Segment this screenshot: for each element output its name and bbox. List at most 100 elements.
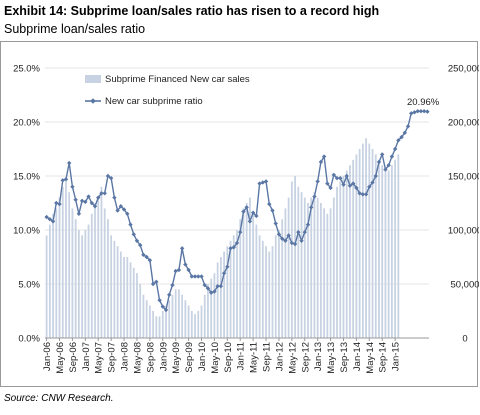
line-point: [115, 208, 120, 213]
line-point: [186, 267, 191, 273]
line-point: [170, 282, 175, 288]
line-point: [76, 211, 82, 216]
bar: [103, 208, 106, 338]
bar: [58, 197, 61, 338]
line-point: [205, 286, 211, 291]
line-point: [396, 138, 401, 143]
bar: [391, 165, 393, 338]
bar: [61, 186, 64, 338]
line-point: [312, 194, 317, 199]
bar: [145, 300, 148, 338]
line-point: [212, 289, 217, 294]
bar: [378, 159, 380, 338]
line-series: [44, 109, 430, 313]
bar: [207, 284, 209, 338]
line-point: [370, 180, 375, 185]
x-tick-label: May-09: [171, 342, 182, 374]
bar: [300, 192, 303, 338]
bar: [355, 154, 358, 338]
bar: [165, 305, 167, 338]
bar: [107, 219, 109, 338]
bar: [168, 300, 171, 338]
bar: [261, 240, 264, 338]
line-point: [231, 245, 236, 250]
line-point: [367, 184, 372, 189]
line-point: [141, 252, 146, 258]
bar: [68, 192, 71, 338]
bar: [232, 235, 235, 338]
line-point: [63, 177, 69, 182]
bar: [178, 289, 180, 338]
line-point: [134, 238, 140, 243]
bar: [123, 257, 125, 338]
line-point: [392, 146, 398, 152]
line-point: [286, 233, 291, 238]
bar: [249, 197, 251, 338]
bar: [84, 230, 87, 338]
line-point: [218, 283, 224, 289]
line-point: [296, 229, 301, 235]
bar: [65, 181, 67, 338]
line-point: [125, 211, 130, 216]
line-point: [309, 205, 314, 210]
bar: [245, 203, 248, 338]
bar: [216, 262, 219, 338]
bar: [148, 305, 151, 338]
line-point: [376, 159, 382, 165]
bar: [381, 165, 384, 338]
x-tick-label: Jan-14: [352, 342, 363, 371]
bar: [55, 208, 58, 338]
bar: [113, 240, 116, 338]
bar: [136, 273, 138, 338]
line-point: [67, 160, 72, 166]
y-tick-label-right: 250,000: [448, 64, 479, 75]
bar: [158, 316, 161, 338]
bar: [281, 219, 284, 338]
x-tick-label: Jan-08: [120, 342, 131, 371]
line-point: [221, 271, 227, 276]
line-point: [380, 152, 385, 157]
bar: [320, 203, 322, 338]
bar: [368, 143, 371, 338]
bar: [387, 170, 390, 338]
bar: [384, 167, 387, 338]
line-point: [399, 134, 404, 140]
bar: [303, 197, 306, 338]
line-point: [405, 124, 411, 129]
bar: [213, 273, 216, 338]
line-point: [415, 109, 420, 114]
bar: [242, 208, 245, 338]
bar: [129, 262, 132, 338]
x-tick-label: May-11: [249, 342, 260, 373]
line-point: [267, 201, 272, 207]
bar: [219, 257, 222, 338]
bar: [326, 213, 329, 338]
x-tick-label: May-14: [365, 342, 376, 374]
bar: [45, 235, 48, 338]
line-point: [354, 185, 359, 191]
bar: [349, 165, 351, 338]
x-tick-label: Jan-10: [197, 342, 208, 371]
line-point: [425, 109, 430, 114]
bar: [94, 203, 96, 338]
chart: 0.0% 5.0% 10.0% 15.0% 20.0% 25.0% 0 50,000 100,0…: [13, 64, 479, 374]
line-point: [263, 179, 269, 184]
bar: [397, 154, 400, 338]
line-point: [60, 178, 65, 183]
line-point: [176, 267, 182, 273]
x-tick-label: Jan-06: [42, 342, 53, 371]
x-tick-label: Jan-12: [274, 342, 285, 371]
bar: [126, 257, 129, 338]
line-point: [50, 219, 56, 224]
line-point: [344, 173, 349, 179]
bar: [336, 186, 338, 338]
bar: [371, 149, 374, 338]
bar: [100, 186, 103, 338]
bar: [313, 192, 316, 338]
line-point: [196, 274, 201, 279]
line-point: [160, 304, 165, 309]
chart-frame: 0.0% 5.0% 10.0% 15.0% 20.0% 25.0% 0 50,000 100,0…: [0, 41, 479, 387]
y-tick-label-left: 25.0%: [13, 64, 40, 75]
line-point: [363, 192, 369, 197]
y-tick-label-right: 150,000: [448, 172, 479, 183]
